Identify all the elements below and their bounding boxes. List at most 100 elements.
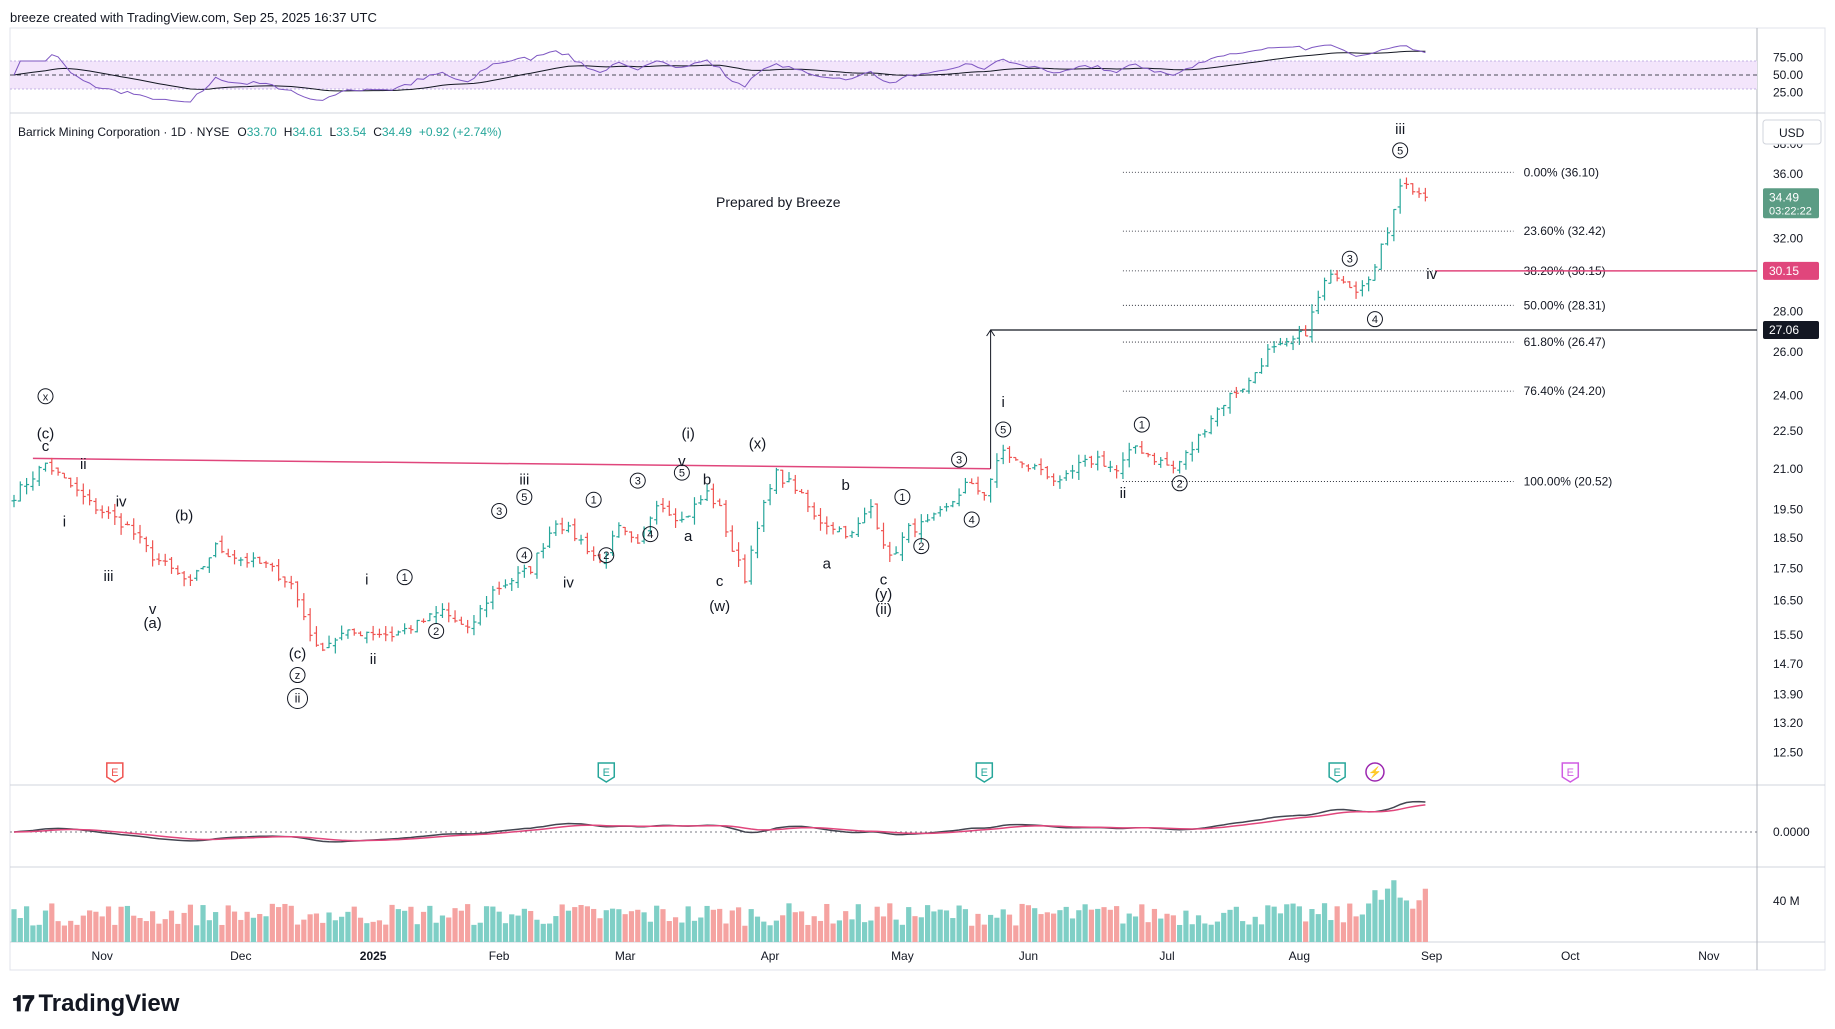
price-bar (704, 484, 710, 502)
trendline[interactable] (32, 457, 991, 470)
price-bar (1000, 444, 1006, 465)
volume-bar (641, 912, 647, 942)
wave-label: (x) (749, 435, 767, 452)
wave-label: z (289, 667, 306, 684)
time-tick: Jun (1019, 949, 1038, 963)
price-bar (691, 497, 697, 525)
price-bar (988, 478, 994, 503)
rsi-tick: 25.00 (1773, 86, 1803, 100)
svg-text:(w): (w) (709, 598, 730, 615)
svg-text:c: c (42, 438, 50, 455)
price-axis[interactable]: 38.0036.0032.0028.0026.0024.0022.5021.00… (1763, 137, 1819, 760)
legend-symbol[interactable]: Barrick Mining Corporation · 1D · NYSE (18, 125, 229, 139)
volume-bar (162, 919, 168, 942)
earnings-marker[interactable]: ⚡ (1365, 762, 1385, 782)
svg-text:i: i (365, 571, 368, 588)
volume-bar (74, 924, 80, 942)
price-bar (899, 532, 905, 562)
time-tick: Oct (1561, 949, 1580, 963)
volume-bar (194, 925, 200, 942)
volume-bar (906, 907, 912, 942)
volume-bar (1366, 903, 1372, 942)
earnings-marker[interactable]: E (1328, 762, 1346, 783)
volume-bar (578, 905, 584, 942)
price-bar (1063, 470, 1069, 481)
time-tick: Mar (615, 949, 636, 963)
price-bar (540, 543, 546, 559)
price-bar (421, 618, 427, 624)
tradingview-logo-text: TradingView (38, 990, 180, 1017)
price-bar (748, 545, 754, 585)
volume-bar (24, 906, 30, 942)
volume-bar (1082, 904, 1088, 942)
price-bar (1177, 460, 1183, 474)
volume-bar (931, 911, 937, 942)
price-bar (1044, 466, 1050, 480)
volume-bar (168, 910, 175, 942)
tradingview-logo[interactable]: 𝟏𝟕 TradingView (12, 990, 179, 1018)
wave-label: 3 (491, 502, 508, 519)
note-prepared-by[interactable]: Prepared by Breeze (716, 194, 841, 210)
earnings-marker[interactable]: E (106, 762, 124, 783)
volume-bar (357, 917, 364, 942)
price-bar (502, 579, 508, 589)
currency-box[interactable]: USD (1762, 119, 1822, 145)
price-bar (1139, 441, 1145, 454)
volume-bar (717, 908, 723, 942)
price-bar (364, 631, 370, 644)
volume-bar (767, 925, 773, 942)
earnings-marker[interactable]: E (975, 762, 994, 783)
price-bar (1221, 404, 1227, 417)
volume-bar (30, 925, 36, 942)
svg-text:2: 2 (433, 626, 439, 638)
time-axis[interactable]: Nov Dec 2025 Feb Mar Apr May Jun Jul Aug Sep Oct Nov… (92, 949, 1835, 963)
fibonacci-retracement[interactable]: 0.00% (36.10)23.60% (32.42)38.20% (30.15… (1122, 165, 1612, 488)
volume-bar (288, 905, 294, 942)
macd-pane[interactable]: 0.0000 (10, 800, 1810, 843)
price-bar (112, 503, 118, 525)
earnings-markers[interactable]: E E E E ⚡ E (106, 762, 1580, 783)
price-bar (169, 557, 175, 574)
volume-bar (540, 923, 546, 942)
price-bar (1366, 276, 1372, 292)
price-bar (1397, 178, 1403, 214)
price-bar (1227, 392, 1233, 414)
volume-bar (402, 910, 408, 942)
volume-bar (1126, 913, 1132, 942)
svg-text:4: 4 (969, 515, 975, 527)
price-bar (515, 566, 521, 588)
wave-label: a (823, 556, 832, 573)
rsi-pane[interactable]: 75.00 50.00 25.00 (10, 44, 1803, 103)
breakout-lines[interactable] (986, 270, 1757, 469)
price-pane[interactable]: 0.00% (36.10)23.60% (32.42)38.20% (30.15… (11, 121, 1820, 783)
wave-label: iv (563, 575, 574, 592)
svg-text:E: E (1333, 767, 1340, 779)
price-bar (1233, 386, 1239, 398)
wave-label: 5 (995, 421, 1012, 438)
volume-bar (742, 925, 748, 942)
price-bar (351, 628, 357, 636)
volume-bar (1114, 906, 1120, 942)
volume-bar (301, 919, 307, 942)
volume-bar (1328, 920, 1334, 942)
volume-bar (68, 920, 74, 942)
volume-bar (509, 914, 515, 942)
volume-bar (150, 911, 156, 942)
volume-bar (483, 906, 490, 942)
volume-bar (395, 909, 401, 942)
volume-pane[interactable]: 40 M (11, 880, 1800, 942)
volume-bar (521, 908, 527, 942)
price-bar (1372, 264, 1378, 281)
volume-bar (118, 906, 124, 942)
svg-text:(ii): (ii) (875, 601, 892, 618)
price-bar (591, 546, 597, 561)
price-bar (1422, 187, 1428, 202)
price-bar (521, 564, 527, 578)
volume-bar (1019, 903, 1025, 942)
price-bar (603, 551, 609, 569)
earnings-marker[interactable]: E (597, 762, 616, 783)
wave-label: iii (519, 472, 529, 489)
earnings-marker[interactable]: E (1561, 762, 1580, 783)
volume-bar (143, 921, 149, 942)
